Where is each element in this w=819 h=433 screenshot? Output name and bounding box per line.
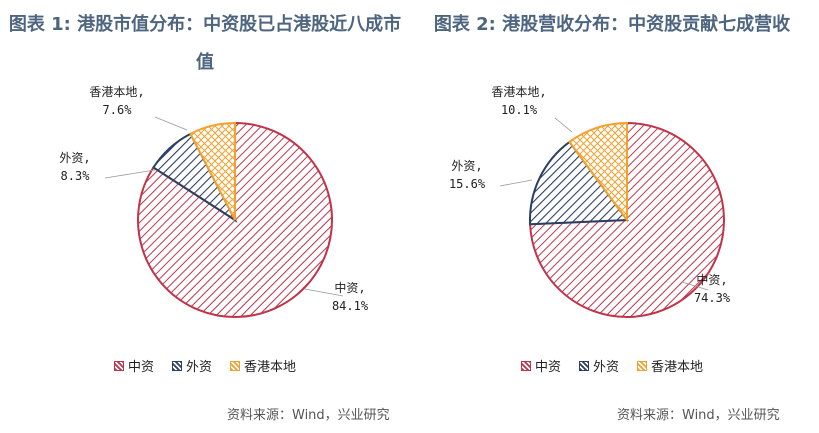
data-label-value-zhongzi: 84.1% xyxy=(332,299,369,313)
chart-panel-revenue: 图表 2: 港股营收分布：中资股贡献七成营收 中资, 74.3% 外资, 15.6% 香… xyxy=(412,0,812,433)
leader-line-waizi xyxy=(499,179,533,187)
leader-line-local xyxy=(554,117,573,133)
leader-line-zhongzi xyxy=(304,288,344,297)
legend-item-zhongzi: 中资 xyxy=(520,356,561,375)
pie-slice-zhongzi xyxy=(137,121,333,318)
data-label-name-zhongzi: 中资, xyxy=(696,272,727,287)
leader-line-zhongzi xyxy=(681,281,709,291)
legend-swatch-local xyxy=(230,360,240,371)
data-label-value-local: 10.1% xyxy=(501,103,538,117)
pie-slice-local xyxy=(568,121,628,224)
pie-chart-revenue: 中资, 74.3% 外资, 15.6% 香港本地, 10.1% xyxy=(449,85,731,318)
data-label-name-local: 香港本地, xyxy=(491,85,546,99)
pie-chart-market-cap: 中资, 84.1% 外资, 8.3% 香港本地, 7.6% xyxy=(59,85,369,318)
chart-panel-market-cap: 图表 1: 港股市值分布：中资股已占港股近八成市值 中资, 84.1% 外资, 8.3… xyxy=(5,0,405,433)
pie-slice-waizi xyxy=(529,140,629,226)
legend-swatch-local xyxy=(637,360,647,371)
leader-line-local xyxy=(154,116,188,131)
legend-swatch-waizi xyxy=(171,360,182,371)
data-label-value-zhongzi: 74.3% xyxy=(694,291,731,305)
source-note: 资料来源：Wind，兴业研究 xyxy=(227,408,390,423)
data-label-name-local: 香港本地, xyxy=(89,85,144,99)
legend-swatch-zhongzi xyxy=(113,360,124,371)
data-label-value-local: 7.6% xyxy=(103,103,133,117)
legend: 中资 外资 香港本地 xyxy=(412,356,812,375)
legend-item-local: 香港本地 xyxy=(637,356,703,375)
legend-swatch-zhongzi xyxy=(520,360,531,371)
legend: 中资 外资 香港本地 xyxy=(5,356,405,375)
chart-title: 图表 1: 港股市值分布：中资股已占港股近八成市值 xyxy=(8,14,402,73)
data-label-value-waizi: 15.6% xyxy=(449,177,486,191)
data-label-name-waizi: 外资, xyxy=(451,159,482,173)
legend-item-waizi: 外资 xyxy=(171,356,212,375)
data-label-name-waizi: 外资, xyxy=(59,151,90,165)
legend-item-zhongzi: 中资 xyxy=(113,356,154,375)
legend-item-waizi: 外资 xyxy=(578,356,619,375)
source-note: 资料来源：Wind，兴业研究 xyxy=(617,408,780,423)
legend-item-local: 香港本地 xyxy=(230,356,296,375)
leader-line-waizi xyxy=(104,169,156,179)
data-label-name-zhongzi: 中资, xyxy=(334,280,365,295)
pie-slice-local xyxy=(189,121,236,221)
chart-title: 图表 2: 港股营收分布：中资股贡献七成营收 xyxy=(433,14,791,35)
data-label-value-waizi: 8.3% xyxy=(61,169,91,183)
legend-swatch-waizi xyxy=(578,360,589,371)
